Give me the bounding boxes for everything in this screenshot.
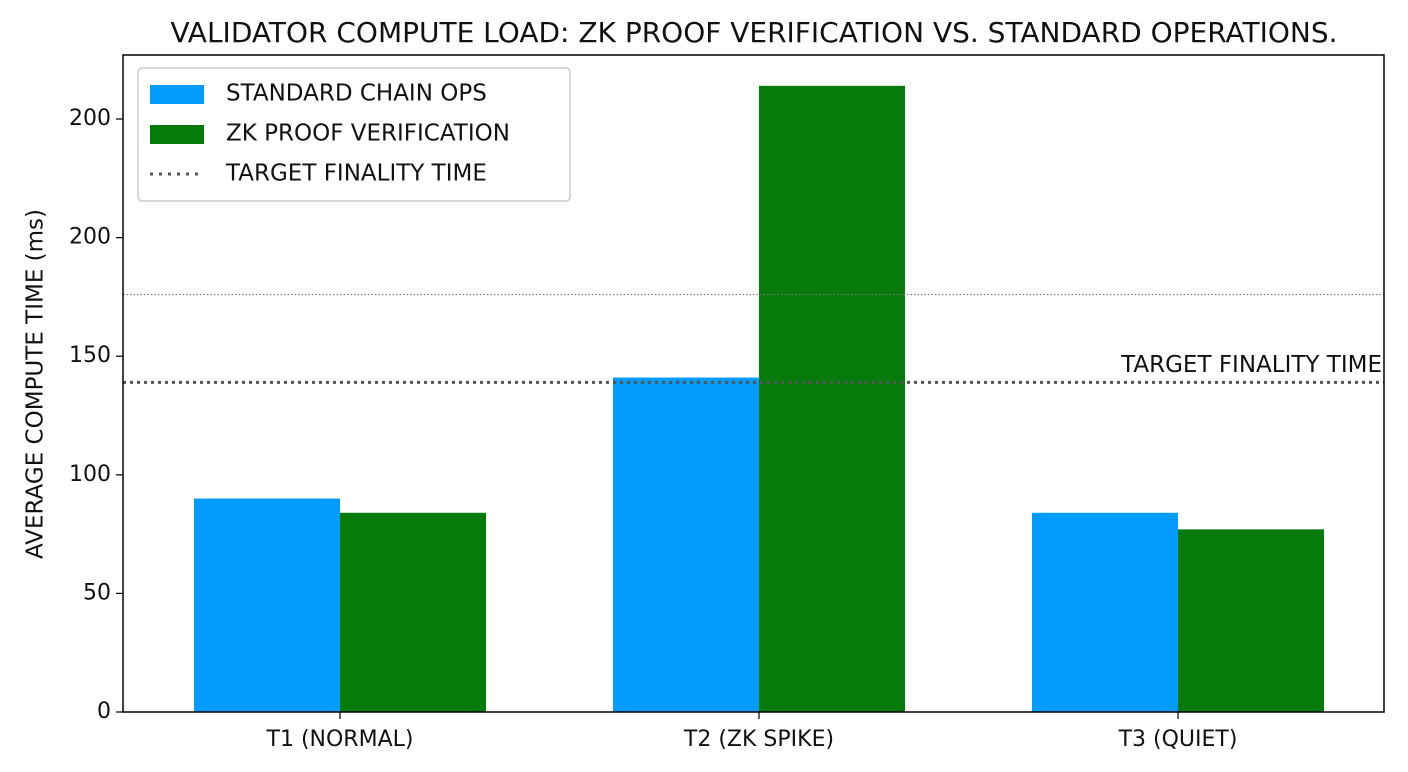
bar: [194, 498, 340, 712]
legend: STANDARD CHAIN OPS ZK PROOF VERIFICATION T…: [137, 67, 571, 202]
y-tick-label: 100: [69, 462, 111, 487]
legend-label: STANDARD CHAIN OPS: [226, 81, 487, 107]
bar: [340, 512, 486, 712]
x-tick-label: T3 (QUIET): [1118, 727, 1238, 752]
plot-frame: [122, 54, 1385, 713]
legend-swatch: [150, 125, 204, 144]
bar: [613, 377, 759, 712]
y-tick-label: 200: [69, 106, 111, 131]
bar: [1178, 529, 1324, 712]
x-tick-label: T2 (ZK SPIKE): [683, 727, 834, 752]
chart-title: VALIDATOR COMPUTE LOAD: ZK PROOF VERIFIC…: [170, 16, 1337, 49]
legend-label: TARGET FINALITY TIME: [225, 161, 487, 187]
legend-box: [137, 67, 571, 202]
bar: [759, 85, 905, 713]
y-tick-label: 200: [69, 225, 111, 250]
x-tick-label: T1 (NORMAL): [266, 727, 414, 752]
legend-label: ZK PROOF VERIFICATION: [226, 121, 510, 147]
bar: [1032, 512, 1178, 712]
reference-line-label: TARGET FINALITY TIME: [1120, 352, 1382, 378]
y-tick-label: 50: [83, 580, 111, 605]
y-tick-label: 0: [97, 699, 111, 724]
y-axis-label: AVERAGE COMPUTE TIME (ms): [23, 209, 49, 559]
legend-swatch: [150, 85, 204, 104]
y-tick-label: 150: [69, 343, 111, 368]
